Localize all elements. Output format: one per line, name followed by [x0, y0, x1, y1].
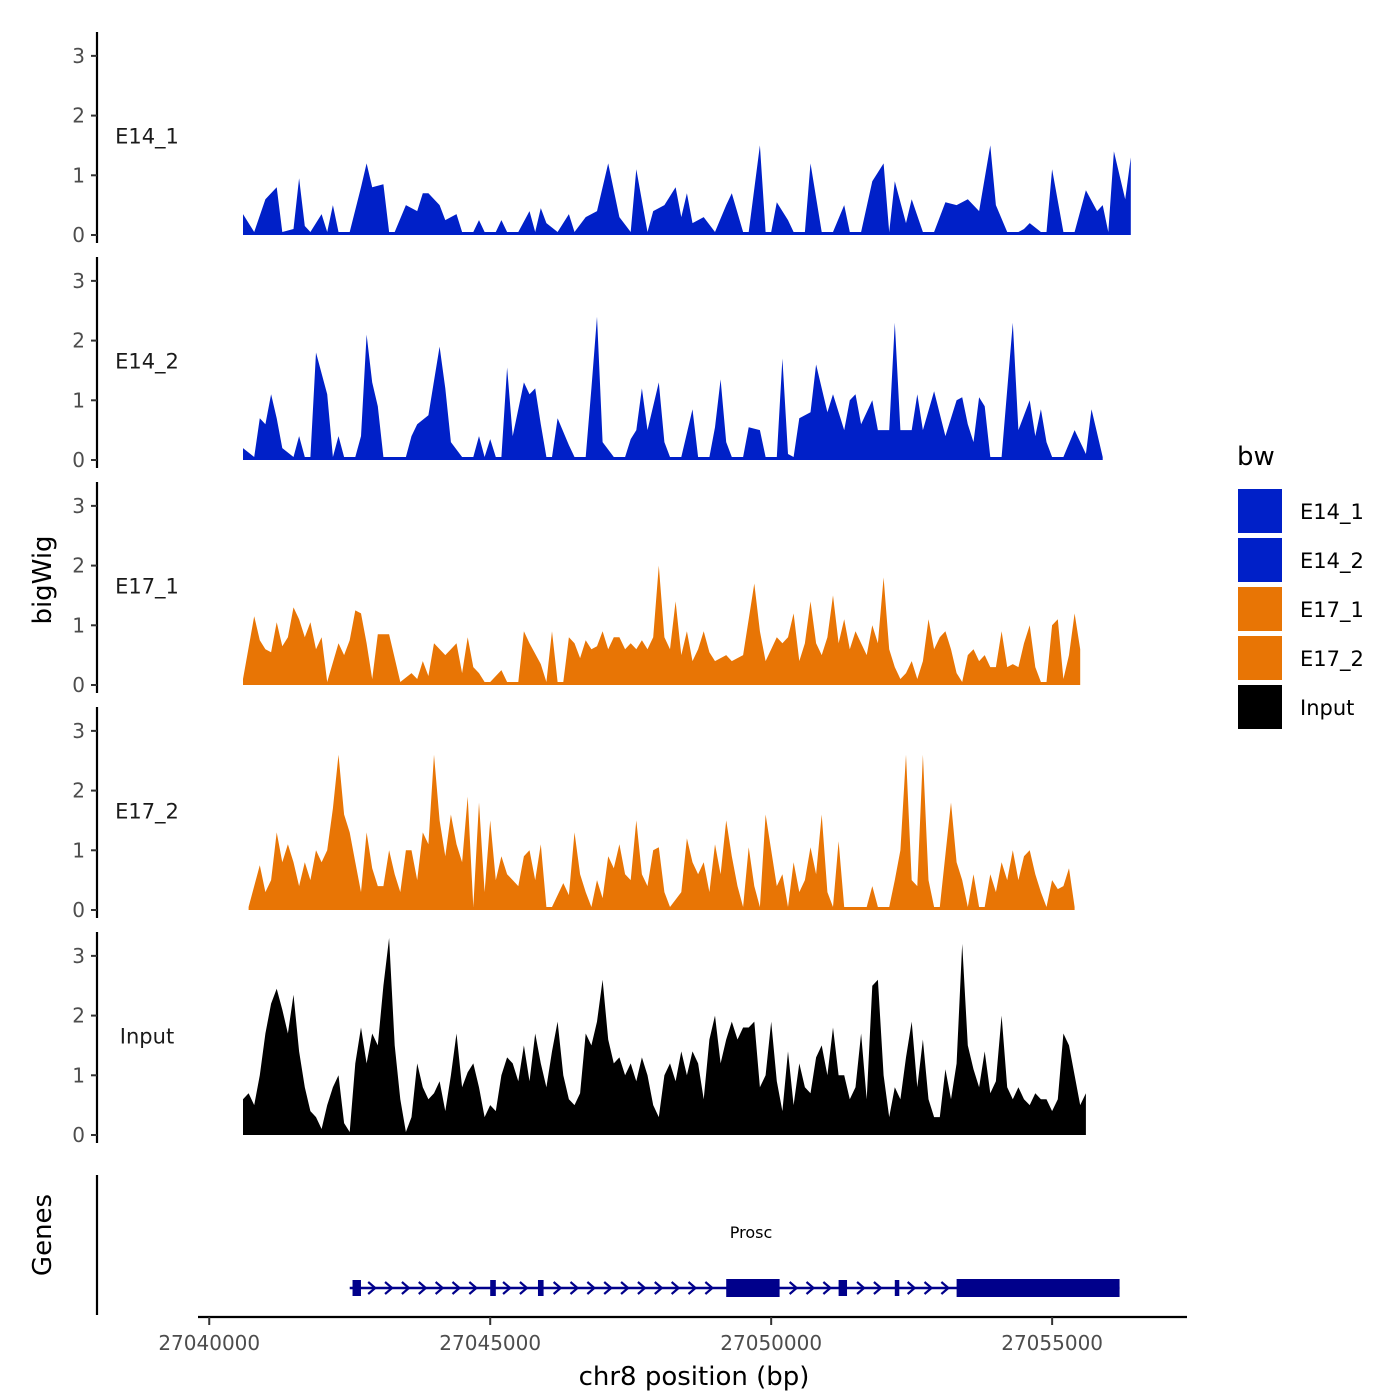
- legend-key-e17-2: [1238, 636, 1282, 680]
- y-tick-label: 0: [72, 1123, 85, 1147]
- legend-key-e17-1: [1238, 587, 1282, 631]
- x-tick-label: 27050000: [720, 1331, 822, 1355]
- strand-arrow-icon: [384, 1281, 394, 1295]
- strand-arrow-icon: [468, 1281, 479, 1295]
- legend-label: Input: [1300, 696, 1354, 720]
- track-e17-2: 0 1 2 3 E17_2: [72, 707, 1075, 922]
- y-tick-label: 0: [72, 223, 85, 247]
- gene-panel: Genes Prosc: [28, 1175, 1120, 1315]
- x-axis-title: chr8 position (bp): [579, 1362, 810, 1392]
- y-tick-label: 1: [72, 388, 85, 412]
- strand-arrow-icon: [906, 1281, 917, 1295]
- coverage-area-e17-2: [248, 754, 1075, 910]
- strand-arrow-icon: [552, 1281, 563, 1295]
- strand-arrow-icon: [418, 1281, 428, 1295]
- y-tick-label: 1: [72, 163, 85, 187]
- track-e14-2: 0 1 2 3 E14_2: [72, 257, 1103, 472]
- strand-arrow-icon: [401, 1281, 411, 1295]
- gene-exon: [838, 1280, 848, 1296]
- y-tick-label: 0: [72, 673, 85, 697]
- x-tick-label: 27045000: [439, 1331, 541, 1355]
- strand-arrow-icon: [822, 1281, 833, 1295]
- coverage-area-e14-1: [243, 145, 1131, 235]
- legend-label: E17_1: [1300, 598, 1364, 623]
- legend-key-e14-1: [1238, 489, 1282, 533]
- track-label: E14_1: [115, 125, 179, 150]
- strand-arrow-icon: [670, 1281, 681, 1295]
- genes-axis-title: Genes: [28, 1194, 58, 1276]
- strand-arrow-icon: [603, 1281, 613, 1295]
- strand-arrow-icon: [873, 1281, 883, 1295]
- y-tick-label: 3: [72, 269, 85, 293]
- y-tick-label: 2: [72, 779, 85, 803]
- y-tick-label: 2: [72, 329, 85, 353]
- strand-arrow-icon: [805, 1281, 816, 1295]
- y-tick-label: 1: [72, 838, 85, 862]
- strand-arrow-icon: [637, 1281, 647, 1295]
- strand-arrow-icon: [569, 1281, 580, 1295]
- y-tick-label: 1: [72, 1063, 85, 1087]
- y-tick-label: 1: [72, 613, 85, 637]
- y-tick-label: 2: [72, 104, 85, 128]
- track-label: Input: [120, 1025, 174, 1049]
- y-tick-label: 0: [72, 448, 85, 472]
- track-label: E17_1: [115, 575, 179, 600]
- strand-arrow-icon: [940, 1281, 951, 1295]
- strand-arrow-icon: [704, 1281, 715, 1295]
- x-axis: 27040000 27045000 27050000 27055000: [158, 1315, 1187, 1355]
- legend: bw E14_1 E14_2 E17_1 E17_2 Input: [1237, 442, 1364, 729]
- strand-arrow-icon: [434, 1281, 445, 1295]
- y-tick-label: 2: [72, 1004, 85, 1028]
- legend-label: E14_1: [1300, 500, 1364, 525]
- track-e17-1: 0 1 2 3 E17_1: [72, 482, 1081, 697]
- strand-arrow-icon: [451, 1281, 462, 1295]
- gene-exon: [490, 1280, 496, 1296]
- strand-arrow-icon: [788, 1281, 799, 1295]
- x-tick-label: 27040000: [158, 1331, 260, 1355]
- strand-arrow-icon: [923, 1281, 934, 1295]
- legend-title: bw: [1237, 442, 1275, 472]
- coverage-tracks: 0 1 2 3 E14_1 0 1 2 3 E14_2 0 1 2 3 E17_1 0 1 2 3 E17_2 0 1 2 3…: [72, 32, 1131, 1147]
- coverage-area-e14-2: [243, 316, 1103, 460]
- y-tick-label: 3: [72, 719, 85, 743]
- legend-key-input: [1238, 685, 1282, 729]
- track-label: E14_2: [115, 350, 179, 375]
- gene-exon: [352, 1280, 361, 1296]
- y-tick-label: 2: [72, 554, 85, 578]
- strand-arrow-icon: [654, 1281, 664, 1295]
- gene-name-label: Prosc: [730, 1223, 773, 1242]
- gene-exon: [894, 1280, 900, 1296]
- track-e14-1: 0 1 2 3 E14_1: [72, 32, 1131, 247]
- strand-arrow-icon: [620, 1281, 630, 1295]
- y-tick-label: 3: [72, 494, 85, 518]
- x-tick-label: 27055000: [1001, 1331, 1103, 1355]
- strand-arrow-icon: [856, 1281, 866, 1295]
- gene-exon: [726, 1279, 780, 1297]
- y-tick-label: 0: [72, 898, 85, 922]
- y-tick-label: 3: [72, 944, 85, 968]
- legend-key-e14-2: [1238, 538, 1282, 582]
- gene-model: [349, 1279, 1120, 1297]
- gene-exon: [956, 1279, 1120, 1297]
- y-axis-title: bigWig: [28, 535, 58, 624]
- strand-arrow-icon: [586, 1281, 597, 1295]
- legend-label: E14_2: [1300, 549, 1364, 574]
- coverage-area-e17-1: [243, 565, 1081, 685]
- gene-exon: [537, 1280, 544, 1296]
- strand-arrow-icon: [502, 1281, 512, 1295]
- track-label: E17_2: [115, 800, 179, 825]
- legend-label: E17_2: [1300, 647, 1364, 672]
- y-tick-label: 3: [72, 44, 85, 68]
- strand-arrow-icon: [519, 1281, 529, 1295]
- track-input: 0 1 2 3 Input: [72, 932, 1086, 1147]
- strand-arrow-icon: [687, 1281, 698, 1295]
- strand-arrow-icon: [367, 1281, 377, 1295]
- coverage-area-input: [243, 938, 1086, 1135]
